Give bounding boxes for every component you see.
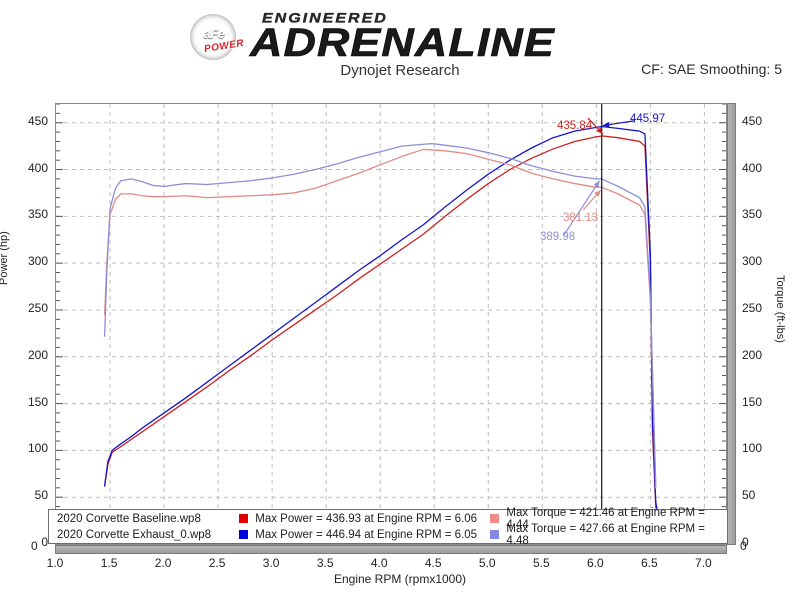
- legend-box: 2020 Corvette Baseline.wp8 Max Power = 4…: [48, 507, 728, 547]
- series-line: [103, 125, 662, 536]
- annotation-arrow-torque-baseline: [582, 189, 602, 211]
- legend-power-entry: Max Power = 446.94 at Engine RPM = 6.05: [239, 529, 490, 541]
- legend-file-name: 2020 Corvette Baseline.wp8: [57, 512, 201, 525]
- header: aFe POWER ENGINEERED ADRENALINE Dynojet …: [0, 0, 800, 92]
- brand-block: aFe POWER ENGINEERED ADRENALINE: [190, 10, 610, 66]
- afe-logo-text: aFe: [203, 26, 225, 41]
- annotation-arrow-power-baseline: [587, 117, 604, 135]
- annotation-arrow-power-exhaust: [602, 120, 635, 128]
- legend-torque-swatch: [490, 530, 500, 539]
- y-axis-tick-label-left: 300: [27, 254, 48, 269]
- x-axis-tick-label: 6.0: [586, 556, 604, 570]
- brand-engineered-text: ENGINEERED: [262, 11, 388, 26]
- chart-subtitle: Dynojet Research: [340, 62, 460, 79]
- y-axis-tick-label-right: 450: [742, 113, 763, 128]
- x-axis-tick-label: 5.5: [532, 556, 550, 570]
- y-axis-tick-label-right: 200: [742, 347, 763, 362]
- annotation-arrow-torque-exhaust: [563, 180, 601, 236]
- plot-canvas: [56, 104, 726, 544]
- x-axis-tick-label: 7.0: [695, 556, 712, 570]
- x-axis-tick-label: 5.0: [478, 556, 496, 570]
- vertical-scrollbar[interactable]: [727, 103, 736, 545]
- annotation-label-torque-baseline-point: 381.13: [563, 212, 599, 224]
- x-axis-tick-label: 3.5: [316, 556, 334, 570]
- legend-power-text: Max Power = 446.94 at Engine RPM = 6.05: [255, 528, 478, 541]
- y-axis-tick-label-left: 350: [27, 207, 48, 222]
- y-axis-tick-label-left: 0: [41, 535, 48, 549]
- series-line: [103, 135, 662, 538]
- y-axis-tick-label-left: 50: [34, 488, 48, 503]
- annotation-label-torque-exhaust-point: 389.98: [540, 231, 576, 243]
- series-line: [103, 142, 657, 487]
- y-axis-tick-label-left: 150: [27, 394, 48, 409]
- x-axis-title: Engine RPM (rpmx1000): [333, 572, 467, 586]
- legend-file-name: 2020 Corvette Exhaust_0.wp8: [57, 528, 212, 541]
- y-axis-tick-label-right: 350: [742, 207, 763, 222]
- ruler-zero-right-label: 0: [740, 539, 747, 553]
- y-axis-tick-label-right: 50: [742, 488, 756, 503]
- legend-power-swatch: [239, 514, 249, 523]
- x-axis-tick-label: 1.0: [46, 556, 64, 570]
- legend-power-swatch: [239, 530, 249, 539]
- legend-torque-swatch: [490, 514, 500, 523]
- x-axis-tick-label: 4.0: [370, 556, 388, 570]
- legend-row: 2020 Corvette Exhaust_0.wp8 Max Power = …: [49, 523, 727, 547]
- legend-torque-text: Max Torque = 427.66 at Engine RPM = 4.48: [506, 522, 706, 547]
- y-axis-tick-label-left: 200: [27, 347, 48, 362]
- y-axis-tick-label-right: 0: [742, 535, 749, 549]
- ruler-zero-left-label: 0: [31, 539, 38, 553]
- x-axis-tick-label: 1.5: [100, 556, 118, 570]
- x-axis-tick-label: 3.0: [262, 556, 280, 570]
- y-axis-tick-label-right: 300: [742, 254, 763, 269]
- horizontal-scrollbar[interactable]: [55, 545, 727, 554]
- legend-power-text: Max Power = 436.93 at Engine RPM = 6.06: [255, 512, 478, 525]
- x-axis-tick-label: 2.5: [208, 556, 226, 570]
- legend-row: 2020 Corvette Baseline.wp8 Max Power = 4…: [49, 507, 727, 531]
- legend-torque-entry: Max Torque = 421.46 at Engine RPM = 4.44: [490, 507, 727, 531]
- y-axis-tick-label-right: 150: [742, 394, 763, 409]
- y-axis-tick-label-right: 250: [742, 300, 763, 315]
- y-axis-tick-label-left: 100: [27, 441, 48, 456]
- y-axis-tick-label-left: 450: [27, 113, 48, 128]
- x-axis-tick-label: 4.5: [424, 556, 442, 570]
- brand-adrenaline-text: ADRENALINE: [250, 21, 555, 65]
- x-axis-tick-label: 6.5: [641, 556, 658, 570]
- plot-area[interactable]: [55, 103, 727, 545]
- legend-torque-entry: Max Torque = 427.66 at Engine RPM = 4.48: [490, 523, 727, 547]
- y-axis-tick-label-right: 100: [742, 441, 763, 456]
- annotation-label-power-baseline-peak: 435.84: [557, 120, 593, 132]
- afe-power-logo-icon: aFe POWER: [190, 14, 250, 60]
- legend-torque-text: Max Torque = 421.46 at Engine RPM = 4.44: [506, 506, 706, 531]
- y-axis-tick-label-left: 400: [27, 160, 48, 175]
- legend-power-entry: Max Power = 436.93 at Engine RPM = 6.06: [239, 513, 490, 525]
- annotation-label-power-exhaust-peak: 445.97: [630, 113, 666, 125]
- y-axis-tick-label-right: 400: [742, 160, 763, 175]
- correction-factor-label: CF: SAE Smoothing: 5: [641, 61, 782, 77]
- x-axis-tick-label: 2.0: [154, 556, 172, 570]
- y-axis-tick-label-left: 250: [27, 300, 48, 315]
